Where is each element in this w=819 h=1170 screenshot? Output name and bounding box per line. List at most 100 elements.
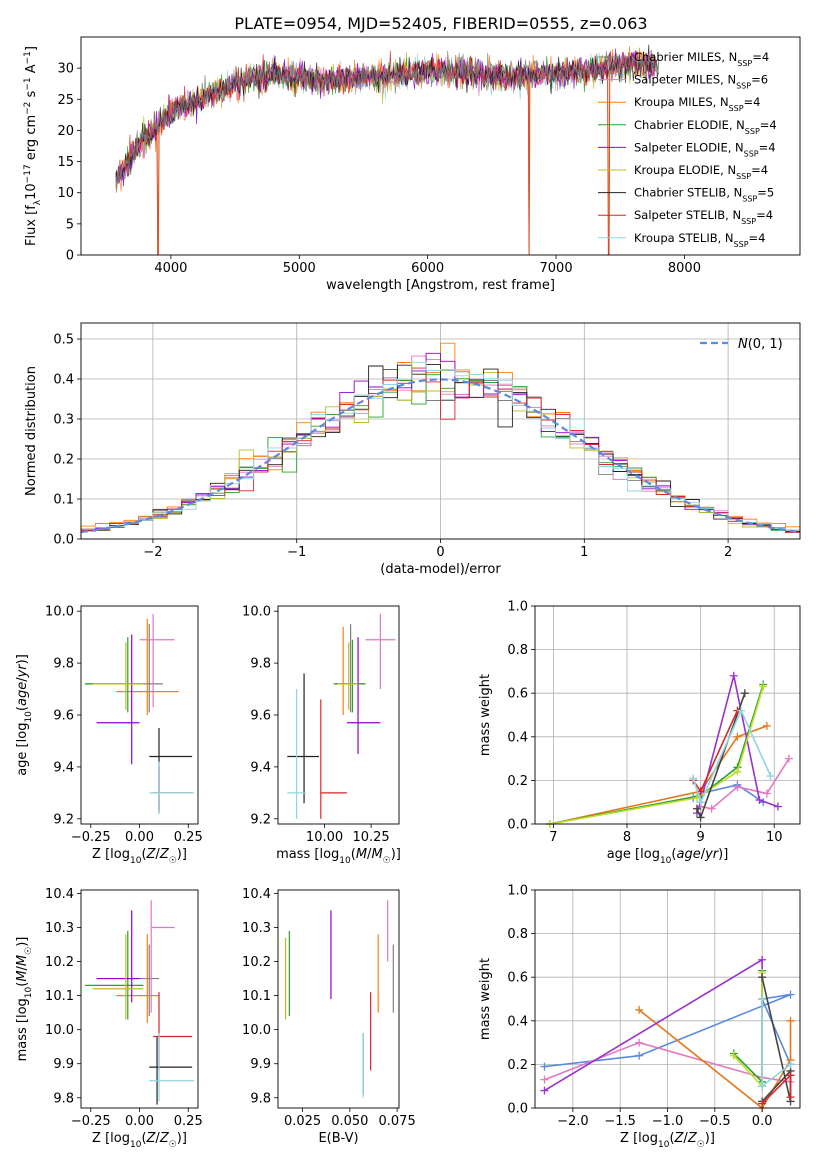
x-tick-label: −0.5: [699, 1114, 731, 1129]
panel-age-vs-z: −0.25 0.00 0.259.29.49.69.810.0Z [log10(Z/…: [15, 605, 203, 866]
plot-area: [545, 671, 793, 828]
label-part: 10: [24, 711, 34, 723]
label-part: )]: [718, 847, 728, 862]
label-part: )]: [705, 1131, 715, 1146]
label-part: Z: [674, 1131, 685, 1146]
series-marker: [635, 1051, 644, 1060]
x-label: E(B-V): [318, 1131, 358, 1146]
legend-subscript: SSP: [745, 126, 760, 135]
label-part: Flux [f: [24, 205, 39, 246]
y-tick-label: 20: [57, 124, 74, 139]
legend: N(0, 1): [700, 337, 783, 352]
y-tick-label: 10.4: [242, 887, 271, 902]
label-part: )]: [177, 847, 187, 862]
y-tick-label: 0.0: [507, 818, 528, 833]
series-marker: [762, 789, 771, 798]
label-part: −1: [23, 77, 33, 90]
y-tick-label: 0.2: [507, 774, 528, 789]
y-tick-label: 10.0: [242, 605, 271, 620]
legend-count: =4: [752, 50, 769, 64]
series-marker: [755, 796, 764, 805]
y-label: Normed distribution: [24, 366, 39, 496]
x-tick-label: 8000: [668, 261, 701, 276]
label-part: (: [671, 847, 676, 862]
panel-mass-weight-vs-z: −2.0 −1.5 −1.0 −0.5 0.0 0.0 0.2 0.4 0.6 0.8 1.0 Z […: [478, 884, 801, 1150]
label-part: (: [669, 1131, 674, 1146]
y-tick-label: 0.0: [53, 533, 74, 548]
label-part: s: [24, 90, 39, 101]
label-part: wavelength [Angstrom, rest frame]: [326, 278, 555, 293]
y-tick-label: 0.0: [507, 1102, 528, 1117]
label-part: /: [701, 847, 706, 862]
y-tick-label: 9.4: [53, 760, 74, 775]
label-part: Z: [146, 847, 157, 862]
x-tick-label: 0.075: [379, 1114, 416, 1129]
series-marker: [733, 732, 742, 741]
series-marker: [689, 774, 698, 783]
y-tick-label: 25: [57, 93, 74, 108]
label-part: ☉: [383, 856, 391, 866]
legend-count: =4: [744, 95, 761, 109]
label-part: age: [676, 847, 700, 862]
label-part: )]: [15, 654, 30, 664]
y-tick-label: 0.8: [507, 927, 528, 942]
series-line: [544, 958, 763, 1092]
panel-spectrum: 4000 5000 6000 7000 8000 0 5 10 15 20 25 30 waveleng…: [23, 36, 801, 293]
axes-layer: 4000 5000 6000 7000 8000051015202530waveleng…: [15, 36, 801, 1150]
label-part: 10: [660, 856, 672, 866]
legend-subscript: SSP: [744, 149, 759, 158]
label-part: ☉: [169, 856, 177, 866]
x-tick-label: 0.00: [125, 1114, 154, 1129]
legend-count: =4: [751, 163, 768, 177]
legend-count: =6: [751, 73, 768, 87]
label-part: (: [15, 706, 30, 711]
y-tick-label: 10: [57, 186, 74, 201]
x-tick-label: 4000: [154, 261, 187, 276]
label-part: λ: [33, 199, 43, 205]
label-part: mass [log: [276, 847, 339, 862]
series-marker: [635, 1005, 644, 1014]
series-marker: [733, 782, 742, 791]
series-line: [692, 708, 772, 805]
label-part: ]: [24, 46, 39, 51]
label-part: Z: [146, 1131, 157, 1146]
y-tick-label: 9.2: [53, 812, 74, 827]
y-tick-label: 9.9: [250, 1057, 271, 1072]
y-tick-label: 10.0: [45, 605, 74, 620]
y-tick-label: 0.4: [507, 1014, 528, 1029]
legend-args: (0, 1): [748, 337, 783, 352]
label-part: age [log: [15, 723, 30, 776]
series-marker: [786, 990, 795, 999]
series-marker: [758, 1099, 767, 1108]
y-tick-label: 1.0: [507, 884, 528, 899]
series-line: [733, 972, 763, 1089]
series-marker: [758, 1082, 767, 1091]
series-marker: [696, 813, 705, 822]
label-part: (: [15, 982, 30, 987]
y-tick-label: 5: [66, 217, 74, 232]
normal-curve: [80, 378, 801, 534]
label-part: /: [155, 847, 160, 862]
series-marker: [784, 754, 793, 763]
y-tick-label: 0.3: [53, 413, 74, 428]
legend-subscript: SSP: [736, 172, 751, 181]
x-tick-label: 0.00: [125, 830, 154, 845]
legend-label: Kroupa ELODIE, NSSP=4: [634, 163, 768, 181]
legend-label: N(0, 1): [738, 337, 783, 352]
legend-count: =4: [759, 140, 776, 154]
legend-subscript: SSP: [737, 59, 752, 68]
x-tick-label: 7000: [540, 261, 573, 276]
axes-frame: [80, 36, 801, 256]
label-part: M: [15, 970, 30, 981]
y-tick-label: 9.8: [250, 657, 271, 672]
legend-label: Salpeter ELODIE, NSSP=4: [634, 140, 776, 158]
label-part: /: [367, 847, 372, 862]
x-tick-label: −1.5: [604, 1114, 636, 1129]
series-line: [544, 1041, 791, 1083]
x-tick-label: 9: [696, 830, 704, 845]
legend-subscript: SSP: [741, 217, 756, 226]
series-marker: [786, 1093, 795, 1102]
label-part: −1: [23, 51, 33, 64]
y-tick-label: 10.0: [45, 1023, 74, 1038]
legend-label: Chabrier MILES, NSSP=4: [634, 50, 769, 68]
